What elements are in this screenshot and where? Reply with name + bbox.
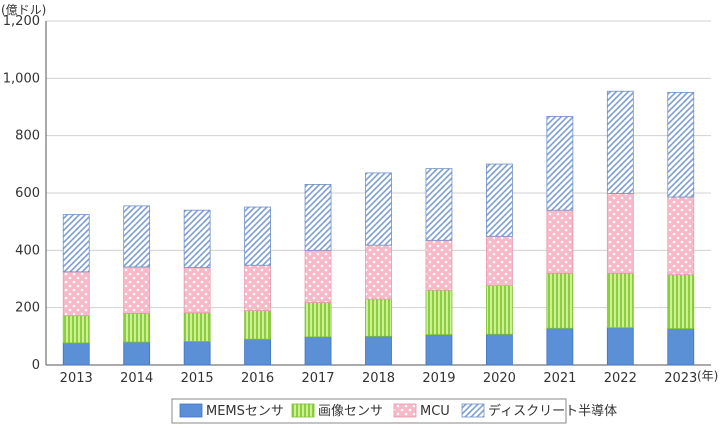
x-tick-label: 2017	[301, 371, 334, 386]
legend-label: MCU	[420, 404, 450, 419]
x-tick-label: 2018	[362, 371, 395, 386]
bar-segment	[486, 333, 513, 366]
bar-segment	[123, 312, 151, 343]
y-tick-label: 400	[15, 243, 40, 258]
bar-segment	[667, 274, 695, 329]
bar-segment	[62, 271, 90, 317]
x-tick-label: 2019	[422, 371, 455, 386]
x-tick-label: 2016	[241, 371, 274, 386]
y-tick-label: 0	[32, 358, 40, 373]
bar-segment	[123, 266, 151, 314]
legend-label: ディスクリート半導体	[488, 403, 617, 419]
x-tick-label: 2015	[181, 371, 214, 386]
bar-segment	[365, 244, 392, 300]
bar-segment	[667, 196, 695, 276]
bar-segment	[62, 342, 90, 366]
bar-segment	[425, 334, 453, 366]
bar-segment	[546, 116, 574, 211]
bar-segment	[62, 315, 90, 344]
bar-segment	[304, 336, 332, 366]
bar-segment	[304, 302, 332, 338]
bar-segment	[606, 272, 634, 329]
bar-segment	[606, 193, 634, 274]
bar-segment	[62, 214, 90, 273]
x-tick-labels: 2013 2014 2015 2016 2017 2018 2019 2020 2021 2022…	[60, 371, 698, 386]
legend-swatch	[179, 403, 203, 418]
legend: MEMSセンサ 画像センサ MCU ディスクリート半導体	[171, 398, 617, 424]
x-tick-label: 2020	[483, 371, 516, 386]
legend-frame	[171, 398, 567, 424]
legend-swatch	[461, 403, 485, 418]
bar-segment	[244, 264, 271, 311]
bar-segment	[304, 183, 332, 251]
bar-segment	[425, 239, 453, 291]
bars	[62, 90, 695, 366]
bar-segment	[667, 91, 695, 198]
x-tick-label: 2023	[664, 371, 697, 386]
x-tick-label: 2013	[60, 371, 93, 386]
bar-segment	[244, 338, 271, 366]
bar-segment	[183, 312, 211, 342]
y-tick-label: 800	[15, 129, 40, 144]
bar-segment	[546, 272, 574, 329]
bar-segment	[425, 289, 453, 336]
bar-segment	[244, 310, 271, 340]
bar-segment	[244, 206, 271, 266]
y-tick-label: 200	[15, 301, 40, 316]
bar-segment	[183, 267, 211, 314]
bar-segment	[546, 209, 574, 274]
bar-segment	[486, 163, 513, 237]
y-tick-label: 1,200	[3, 14, 40, 29]
bar-segment	[546, 327, 574, 366]
y-unit-label: (億ドル)	[1, 3, 46, 17]
bar-segment	[667, 328, 695, 366]
bar-segment	[365, 335, 392, 366]
bar-segment	[304, 249, 332, 303]
x-tick-label: 2022	[604, 371, 637, 386]
bar-segment	[606, 327, 634, 366]
legend-swatch	[291, 403, 315, 418]
x-tick-label: 2014	[120, 371, 153, 386]
bar-segment	[486, 235, 513, 286]
x-unit-label: (年)	[697, 369, 718, 383]
bar-segment	[486, 285, 513, 335]
bar-segment	[123, 341, 151, 366]
bar-segment	[365, 172, 392, 246]
bar-segment	[606, 90, 634, 194]
bar-segment	[425, 168, 453, 241]
y-tick-label: 600	[15, 186, 40, 201]
bar-segment	[183, 209, 211, 268]
legend-label: 画像センサ	[318, 404, 383, 419]
x-tick-label: 2021	[543, 371, 576, 386]
bar-segment	[365, 298, 392, 337]
legend-swatch	[393, 403, 417, 418]
y-tick-label: 1,000	[3, 71, 40, 86]
bar-segment	[183, 341, 211, 366]
bar-segment	[123, 205, 151, 268]
y-tick-labels: 0 200 400 600 800 1,000 1,200	[3, 14, 40, 373]
legend-label: MEMSセンサ	[206, 404, 284, 419]
